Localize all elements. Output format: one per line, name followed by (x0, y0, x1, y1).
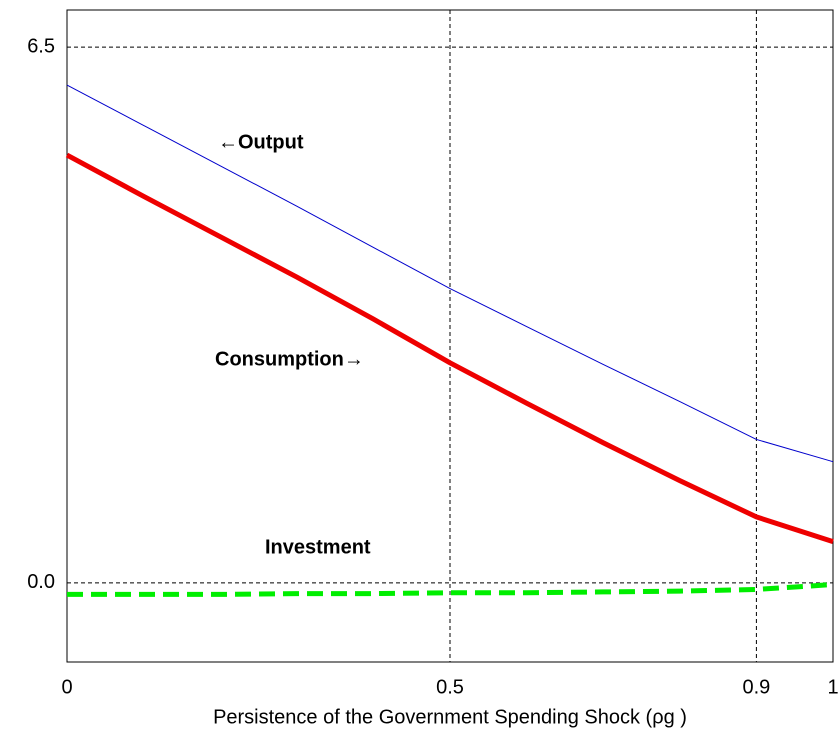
x-tick-label: 0 (61, 676, 72, 698)
x-tick-label: 0.5 (436, 676, 464, 698)
y-tick-label: 6.5 (27, 35, 55, 57)
series-label: Consumption→ (215, 348, 364, 370)
x-tick-label: 0.9 (742, 676, 770, 698)
series-line (67, 582, 834, 597)
x-tick-label: 1 (827, 676, 838, 698)
y-tick-label: 0.0 (27, 571, 55, 593)
series-line (66, 84, 834, 463)
series-line (65, 152, 834, 545)
x-axis-label: Persistence of the Government Spending S… (213, 706, 687, 728)
series-label: Investment (265, 536, 371, 558)
series-label: ←Output (218, 131, 304, 153)
